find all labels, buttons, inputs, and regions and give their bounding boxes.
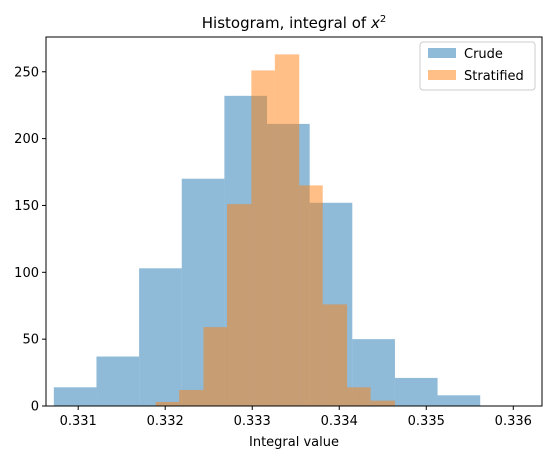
y-tick-label: 200 [14, 132, 39, 147]
bar-stratified-2 [203, 327, 227, 406]
plot-area [53, 54, 481, 407]
bar-stratified-1 [179, 389, 204, 406]
x-tick-label: 0.331 [60, 414, 97, 429]
series-stratified [155, 54, 395, 407]
legend-label-stratified: Stratified [464, 69, 524, 84]
x-axis-label: Integral value [249, 435, 339, 450]
y-tick-label: 150 [14, 199, 39, 214]
legend-swatch-stratified [428, 70, 456, 80]
legend-swatch-crude [428, 48, 456, 58]
x-tick-label: 0.333 [234, 414, 271, 429]
x-tick-label: 0.332 [147, 414, 184, 429]
bar-crude-0 [53, 387, 97, 406]
chart-title: Histogram, integral of x2 [202, 14, 386, 32]
y-axis: 0 50 100 150 200 250 [14, 65, 46, 415]
x-axis: 0.331 0.332 0.333 0.334 0.335 0.336 [60, 406, 532, 429]
legend-label-crude: Crude [464, 47, 503, 62]
bar-stratified-0 [155, 401, 180, 406]
bar-stratified-5 [274, 54, 300, 407]
bar-stratified-7 [322, 304, 348, 406]
y-tick-label: 50 [22, 333, 39, 348]
bar-stratified-8 [347, 387, 371, 406]
bar-crude-9 [437, 395, 481, 406]
x-tick-label: 0.336 [495, 414, 532, 429]
legend: Crude Stratified [419, 41, 536, 91]
y-tick-label: 100 [14, 266, 39, 281]
bar-crude-1 [96, 356, 140, 406]
y-tick-label: 250 [14, 65, 39, 80]
bar-stratified-3 [226, 204, 252, 406]
bar-crude-2 [139, 268, 182, 406]
bar-stratified-9 [370, 400, 395, 406]
y-tick-label: 0 [31, 400, 39, 415]
axes-frame [45, 36, 543, 407]
x-tick-label: 0.334 [321, 414, 358, 429]
bar-crude-8 [394, 377, 438, 406]
bar-stratified-6 [299, 185, 323, 406]
x-tick-label: 0.335 [408, 414, 445, 429]
bar-stratified-4 [251, 70, 275, 406]
